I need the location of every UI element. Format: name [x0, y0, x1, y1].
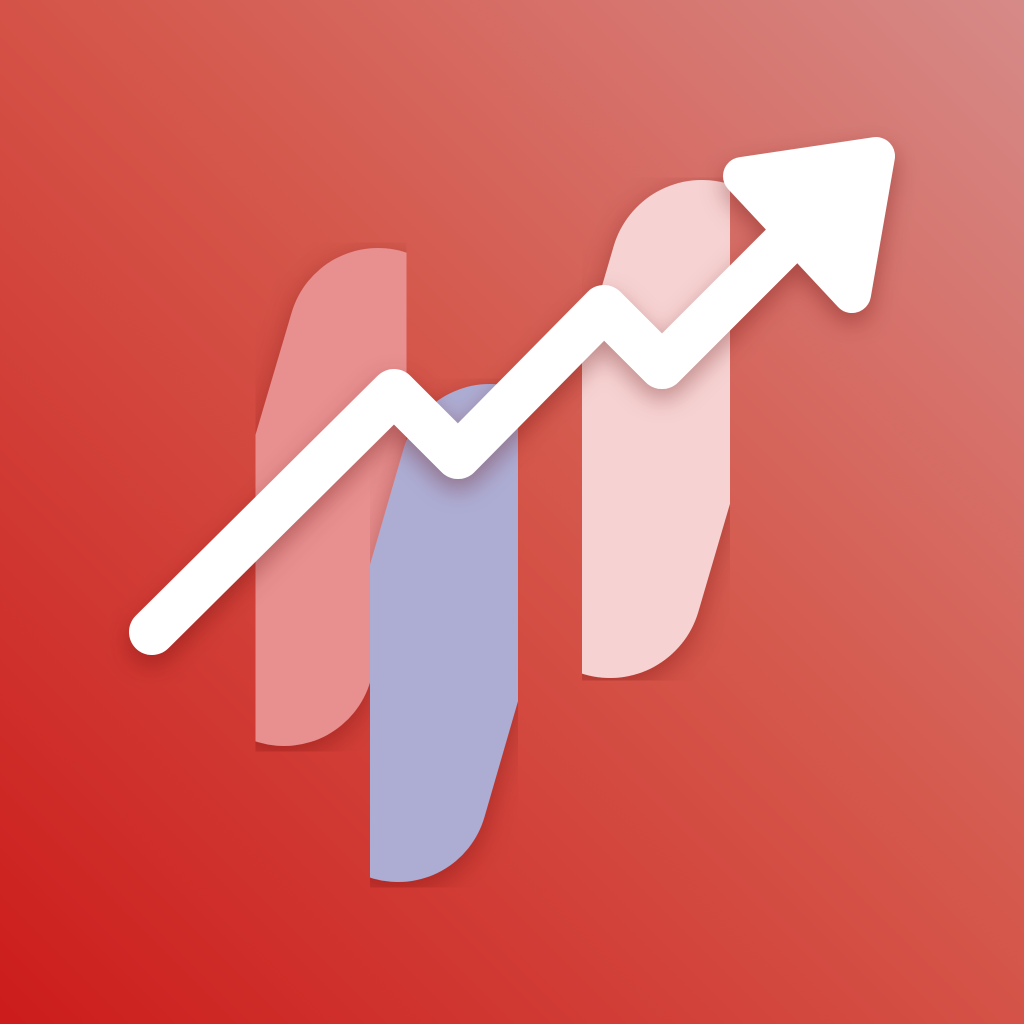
- left-bar: [194, 248, 468, 746]
- trend-up-arrow-icon: [129, 137, 895, 655]
- trend-line: [129, 205, 823, 655]
- middle-bar: [308, 384, 580, 882]
- arrow-head: [723, 137, 895, 313]
